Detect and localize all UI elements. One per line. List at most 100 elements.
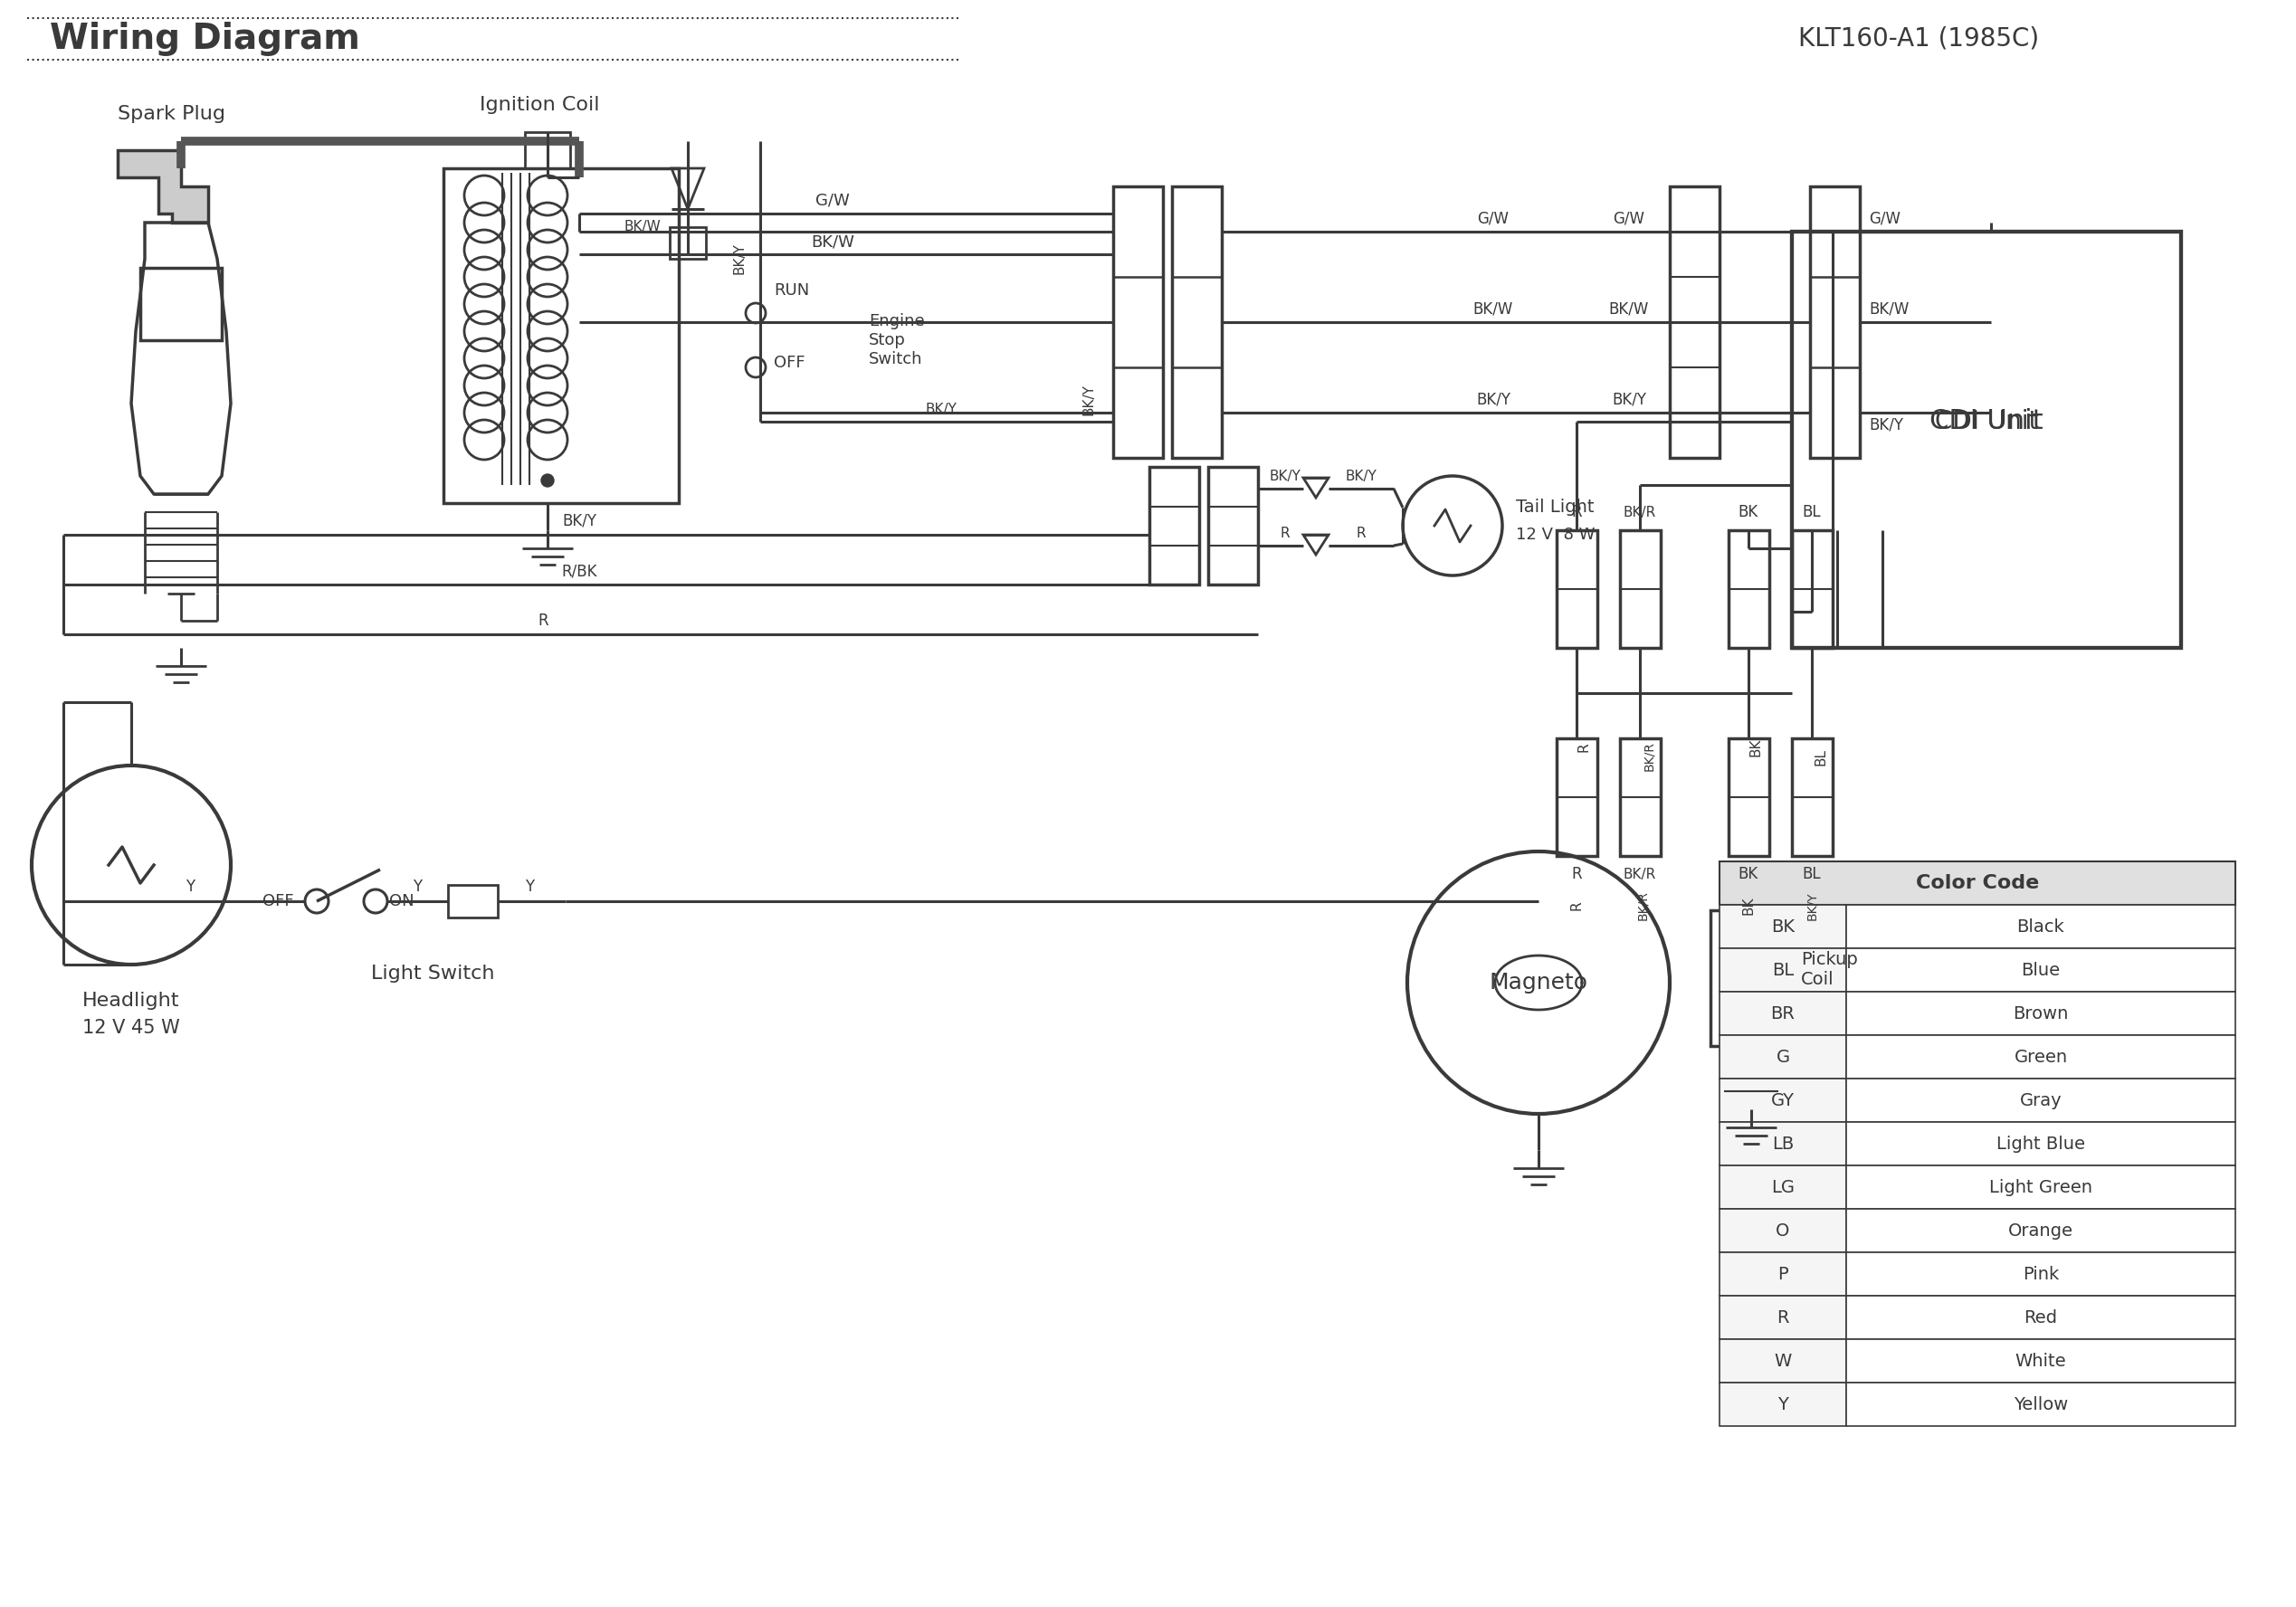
Text: R: R — [1570, 505, 1582, 521]
Text: BL: BL — [1802, 866, 1821, 882]
Bar — [1846, 1078, 2236, 1122]
Circle shape — [542, 474, 553, 487]
Text: O: O — [1775, 1221, 1791, 1239]
Text: BK/R: BK/R — [1637, 890, 1649, 921]
Bar — [1557, 738, 1598, 857]
Bar — [1711, 910, 1791, 1046]
Text: Blue: Blue — [2020, 961, 2060, 979]
Text: R: R — [1357, 525, 1366, 540]
Bar — [1720, 992, 1846, 1035]
Text: BK: BK — [1770, 918, 1795, 935]
Text: BK/W: BK/W — [625, 220, 661, 235]
Bar — [1171, 186, 1221, 458]
Text: Spark Plug: Spark Plug — [117, 104, 225, 124]
Bar — [1150, 468, 1199, 585]
Bar — [1846, 1035, 2236, 1078]
Text: Y: Y — [413, 879, 422, 895]
Bar — [1720, 861, 2236, 905]
Bar — [1809, 186, 1860, 458]
Text: Y: Y — [1777, 1396, 1789, 1413]
Bar — [1846, 1295, 2236, 1339]
Text: BR: BR — [1770, 1004, 1795, 1022]
Text: W: W — [1775, 1351, 1791, 1369]
Text: Y: Y — [186, 879, 195, 895]
Text: 12 V 45 W: 12 V 45 W — [83, 1019, 179, 1037]
Bar — [1114, 186, 1164, 458]
Bar — [1720, 1295, 1846, 1339]
Bar — [526, 132, 569, 169]
Text: White: White — [2016, 1351, 2066, 1369]
Text: P: P — [1777, 1265, 1789, 1282]
Text: Gray: Gray — [2020, 1091, 2062, 1109]
Text: Color Code: Color Code — [1915, 874, 2039, 892]
Text: Headlight: Headlight — [83, 992, 179, 1009]
Text: BK/Y: BK/Y — [1869, 418, 1903, 434]
Bar — [1720, 1252, 1846, 1295]
Bar — [1720, 1165, 1846, 1208]
Bar — [1729, 530, 1770, 648]
Text: Ignition Coil: Ignition Coil — [480, 96, 599, 114]
Bar — [1621, 530, 1660, 648]
Bar — [1720, 1122, 1846, 1165]
Bar — [1720, 905, 1846, 948]
Bar — [1791, 530, 1832, 648]
Text: BK/Y: BK/Y — [1476, 392, 1511, 408]
Text: BK/W: BK/W — [1474, 302, 1513, 318]
Text: G/W: G/W — [1869, 211, 1901, 227]
Text: 12 V  8 W: 12 V 8 W — [1515, 527, 1596, 543]
Bar — [1846, 1208, 2236, 1252]
Bar — [1846, 992, 2236, 1035]
Bar — [1791, 231, 2181, 648]
Text: R/BK: R/BK — [560, 562, 597, 579]
Text: BK: BK — [1738, 866, 1759, 882]
Bar — [1846, 948, 2236, 992]
Text: Light Green: Light Green — [1988, 1178, 2092, 1196]
Bar — [1791, 231, 2181, 648]
Text: BL: BL — [1773, 961, 1793, 979]
Text: BK/R: BK/R — [1642, 741, 1655, 771]
Bar — [1846, 1382, 2236, 1425]
Text: Tail Light: Tail Light — [1515, 500, 1593, 516]
Text: Pickup
Coil: Pickup Coil — [1800, 950, 1857, 988]
Bar — [1720, 948, 1846, 992]
Bar — [1791, 738, 1832, 857]
Text: Black: Black — [2016, 918, 2064, 935]
Bar — [1720, 1035, 1846, 1078]
Bar — [1846, 1252, 2236, 1295]
Bar — [140, 268, 223, 341]
Text: BK/Y: BK/Y — [732, 243, 746, 275]
Text: LG: LG — [1770, 1178, 1795, 1196]
Bar — [1621, 738, 1660, 857]
Text: BK/W: BK/W — [1869, 302, 1908, 318]
Text: BK: BK — [1750, 738, 1761, 757]
Bar — [1720, 1078, 1846, 1122]
Text: Red: Red — [2025, 1308, 2057, 1326]
Text: BK: BK — [1743, 897, 1754, 914]
Text: R: R — [537, 612, 549, 628]
Text: G/W: G/W — [1614, 211, 1644, 227]
Bar — [1724, 1073, 1779, 1109]
Bar — [1846, 1339, 2236, 1382]
Text: LB: LB — [1773, 1135, 1793, 1152]
Text: Orange: Orange — [2009, 1221, 2073, 1239]
Text: Pink: Pink — [2023, 1265, 2060, 1282]
Text: BK/Y: BK/Y — [1805, 892, 1818, 921]
Text: Brown: Brown — [2014, 1004, 2069, 1022]
Bar — [1720, 1382, 1846, 1425]
Text: BK/Y: BK/Y — [925, 402, 957, 416]
Text: BK/Y: BK/Y — [1612, 392, 1646, 408]
Bar — [1846, 1122, 2236, 1165]
Text: BK/Y: BK/Y — [1081, 384, 1095, 416]
Text: R: R — [1570, 866, 1582, 882]
Text: Magneto: Magneto — [1490, 972, 1589, 993]
Text: Engine
Stop
Switch: Engine Stop Switch — [868, 313, 925, 366]
Bar — [1729, 738, 1770, 857]
Text: BK/R: BK/R — [1623, 505, 1655, 519]
Bar — [1669, 186, 1720, 458]
Polygon shape — [117, 149, 209, 223]
Text: G: G — [1777, 1048, 1789, 1065]
Text: Wiring Diagram: Wiring Diagram — [51, 22, 360, 56]
Text: Yellow: Yellow — [2014, 1396, 2069, 1413]
Text: ON: ON — [388, 893, 413, 910]
Text: KLT160-A1 (1985C): KLT160-A1 (1985C) — [1798, 26, 2039, 51]
